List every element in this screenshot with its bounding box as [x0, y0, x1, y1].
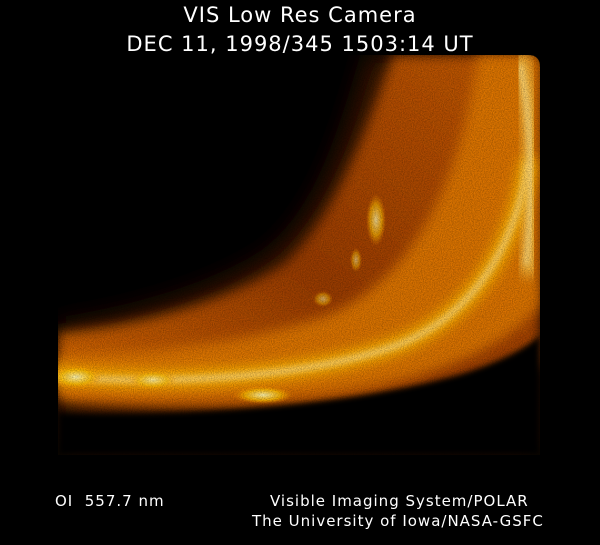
- image-title: VIS Low Res Camera: [183, 3, 417, 27]
- wavelength-label: OI 557.7 nm: [55, 492, 165, 510]
- image-timestamp: DEC 11, 1998/345 1503:14 UT: [126, 32, 474, 56]
- aurora-image: [58, 55, 540, 455]
- credit-line-1: Visible Imaging System/POLAR: [270, 492, 529, 510]
- credit-line-2: The University of Iowa/NASA-GSFC: [252, 512, 544, 530]
- aurora-glow-region: [58, 55, 540, 455]
